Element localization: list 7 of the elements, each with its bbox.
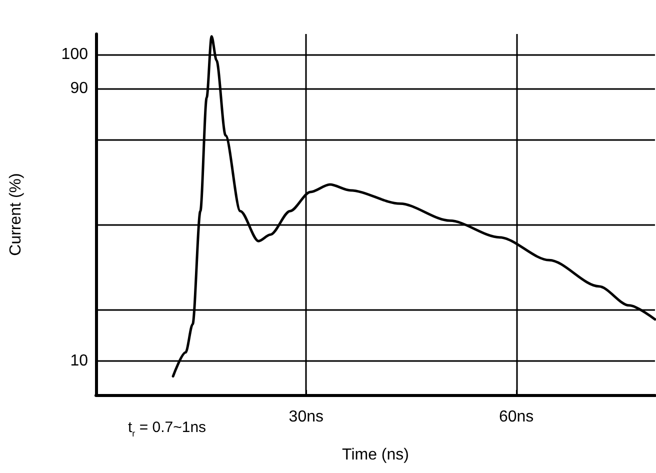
y-tick-label: 100	[61, 46, 88, 63]
x-tick-label: 60ns	[498, 408, 534, 426]
x-tick-label: 30ns	[288, 408, 324, 426]
x-axis-title: Time (ns)	[342, 446, 409, 464]
y-tick-label: 10	[70, 352, 88, 370]
y-axis-title: Current (%)	[8, 173, 24, 256]
y-tick-label: 90	[70, 80, 88, 97]
